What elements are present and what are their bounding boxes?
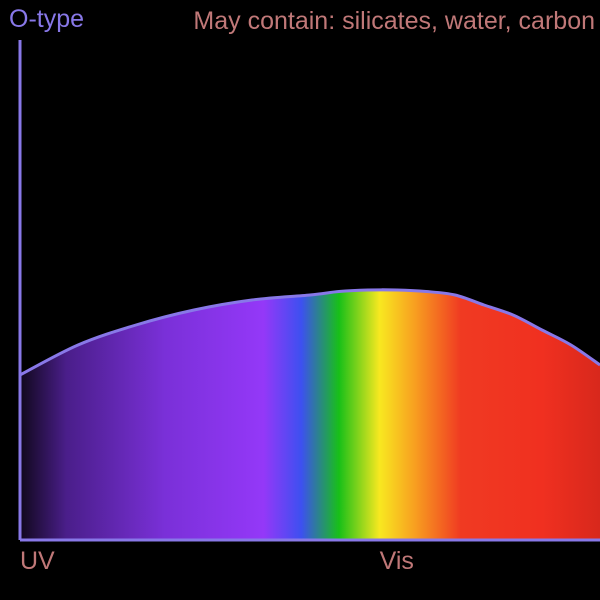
- chart-subtitle: May contain: silicates, water, carbon: [193, 7, 595, 35]
- x-tick-label-uv: UV: [20, 547, 55, 575]
- spectrum-curve-line: [19, 288, 600, 377]
- chart-title: O-type: [9, 5, 85, 33]
- spectrum-area: [20, 289, 600, 540]
- x-tick-label-vis: Vis: [379, 547, 414, 575]
